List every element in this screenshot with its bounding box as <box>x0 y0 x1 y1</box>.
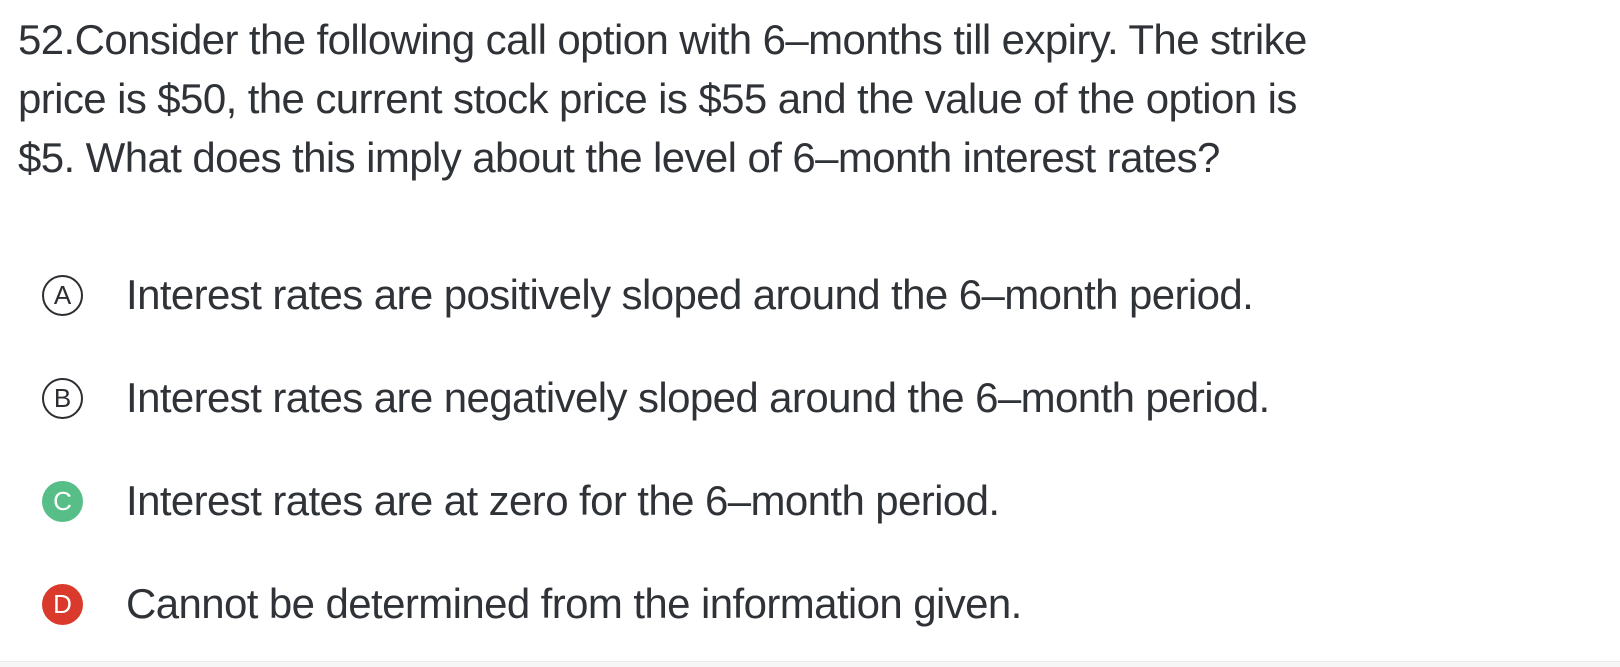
option-b[interactable]: B Interest rates are negatively sloped a… <box>42 374 1270 421</box>
option-a[interactable]: A Interest rates are positively sloped a… <box>42 271 1254 318</box>
option-a-badge[interactable]: A <box>42 274 83 316</box>
question-line-2: price is $50, the current stock price is… <box>18 75 1297 122</box>
question-line-3: $5. What does this imply about the level… <box>18 134 1220 181</box>
footer-band <box>0 661 1620 667</box>
option-b-label[interactable]: Interest rates are negatively sloped aro… <box>126 374 1270 421</box>
question-text: 52.Consider the following call option wi… <box>18 10 1307 187</box>
question-line-1: 52.Consider the following call option wi… <box>18 16 1307 63</box>
option-a-label[interactable]: Interest rates are positively sloped aro… <box>126 271 1254 318</box>
option-c-badge[interactable]: C <box>42 480 83 522</box>
option-d-badge[interactable]: D <box>42 583 83 625</box>
option-b-badge[interactable]: B <box>42 377 83 419</box>
option-c-label[interactable]: Interest rates are at zero for the 6–mon… <box>126 477 1000 524</box>
option-c[interactable]: C Interest rates are at zero for the 6–m… <box>42 477 1000 524</box>
option-d-label[interactable]: Cannot be determined from the informatio… <box>126 580 1022 627</box>
option-d[interactable]: D Cannot be determined from the informat… <box>42 580 1022 627</box>
